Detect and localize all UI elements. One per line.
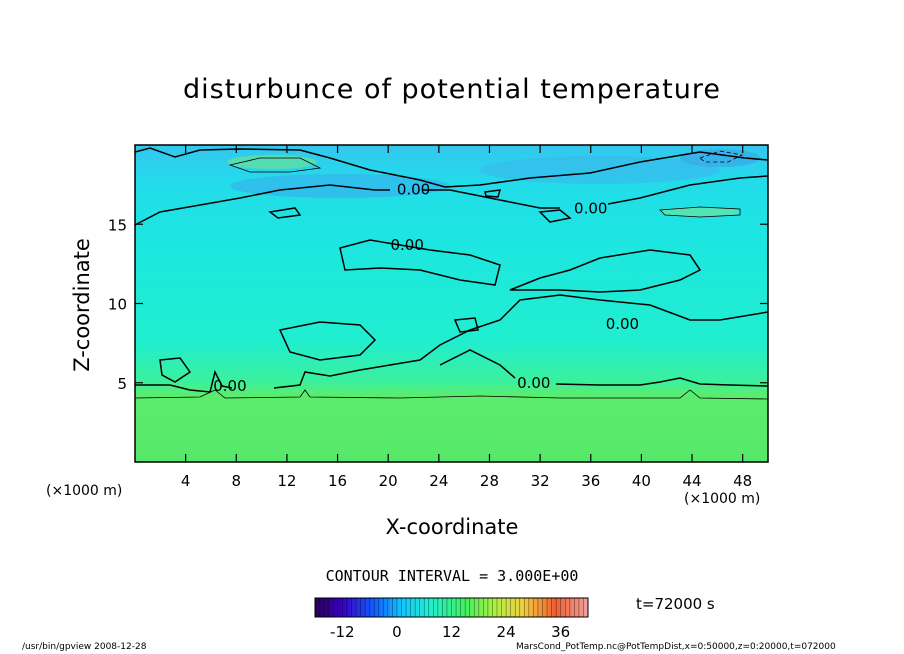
footer-left-text: /usr/bin/gpview 2008-12-28 xyxy=(22,642,147,652)
warm-patch xyxy=(227,155,317,169)
contour-label: 0.00 xyxy=(574,199,607,217)
contour-line-lower xyxy=(268,207,302,219)
time-label: t=72000 s xyxy=(636,595,715,613)
contour-line-lower xyxy=(484,189,502,198)
x-tick-label: 12 xyxy=(277,472,296,490)
footer-right-text: MarsCond_PotTemp.nc@PotTempDist,x=0:5000… xyxy=(516,642,836,652)
contour-line-top xyxy=(135,147,768,188)
x-unit-label-right: (×1000 m) xyxy=(684,491,761,507)
contour-line-zero-surface xyxy=(135,389,768,400)
x-axis-label: X-coordinate xyxy=(385,515,519,539)
colorbar-tick-label: 12 xyxy=(442,623,461,641)
contour-label: 0.00 xyxy=(606,315,639,333)
x-unit-label-left: (×1000 m) xyxy=(46,483,123,499)
contour-line-lower xyxy=(439,349,768,387)
contour-label: 0.00 xyxy=(213,377,246,395)
chart-title: disturbunce of potential temperature xyxy=(183,74,721,105)
contour-line-lower xyxy=(509,249,702,293)
colorbar-tick-label: 36 xyxy=(551,623,570,641)
contour-line-lower xyxy=(159,357,192,383)
y-tick-label: 5 xyxy=(117,375,127,393)
contour-line-lower xyxy=(538,209,572,223)
x-tick-label: 32 xyxy=(531,472,550,490)
x-tick-label: 48 xyxy=(733,472,752,490)
x-tick-label: 44 xyxy=(682,472,701,490)
contour-interval-label: CONTOUR INTERVAL = 3.000E+00 xyxy=(325,567,579,585)
contour-line-upper xyxy=(135,175,768,226)
x-tick-label: 24 xyxy=(429,472,448,490)
contour-line-thin xyxy=(228,157,322,173)
contour-line-thin xyxy=(659,206,741,218)
x-tick-label: 4 xyxy=(181,472,191,490)
contour-label: 0.00 xyxy=(397,180,430,198)
contour-label: 0.00 xyxy=(517,374,550,392)
y-tick-label: 15 xyxy=(108,216,127,234)
contour-line-lower xyxy=(453,317,479,333)
x-tick-label: 28 xyxy=(480,472,499,490)
x-tick-label: 16 xyxy=(328,472,347,490)
temperature-field xyxy=(135,145,768,462)
colorbar-tick-label: 24 xyxy=(497,623,516,641)
colorbar-tick-label: 0 xyxy=(392,623,402,641)
cool-patch xyxy=(680,149,760,167)
contour-line-thin xyxy=(699,150,744,163)
x-tick-label: 40 xyxy=(632,472,651,490)
x-tick-label: 20 xyxy=(379,472,398,490)
colorbar-tick-label: -12 xyxy=(330,623,355,641)
contour-line-lower xyxy=(278,321,377,361)
warm-patch xyxy=(660,207,740,217)
contour-line-lower xyxy=(339,239,501,286)
contour-label: 0.00 xyxy=(390,236,423,254)
y-tick-label: 10 xyxy=(108,296,127,314)
x-tick-label: 8 xyxy=(232,472,242,490)
colorbar: -12 0 12 24 36 xyxy=(314,597,589,641)
x-tick-label: 36 xyxy=(581,472,600,490)
colorbar-frame xyxy=(314,597,589,618)
